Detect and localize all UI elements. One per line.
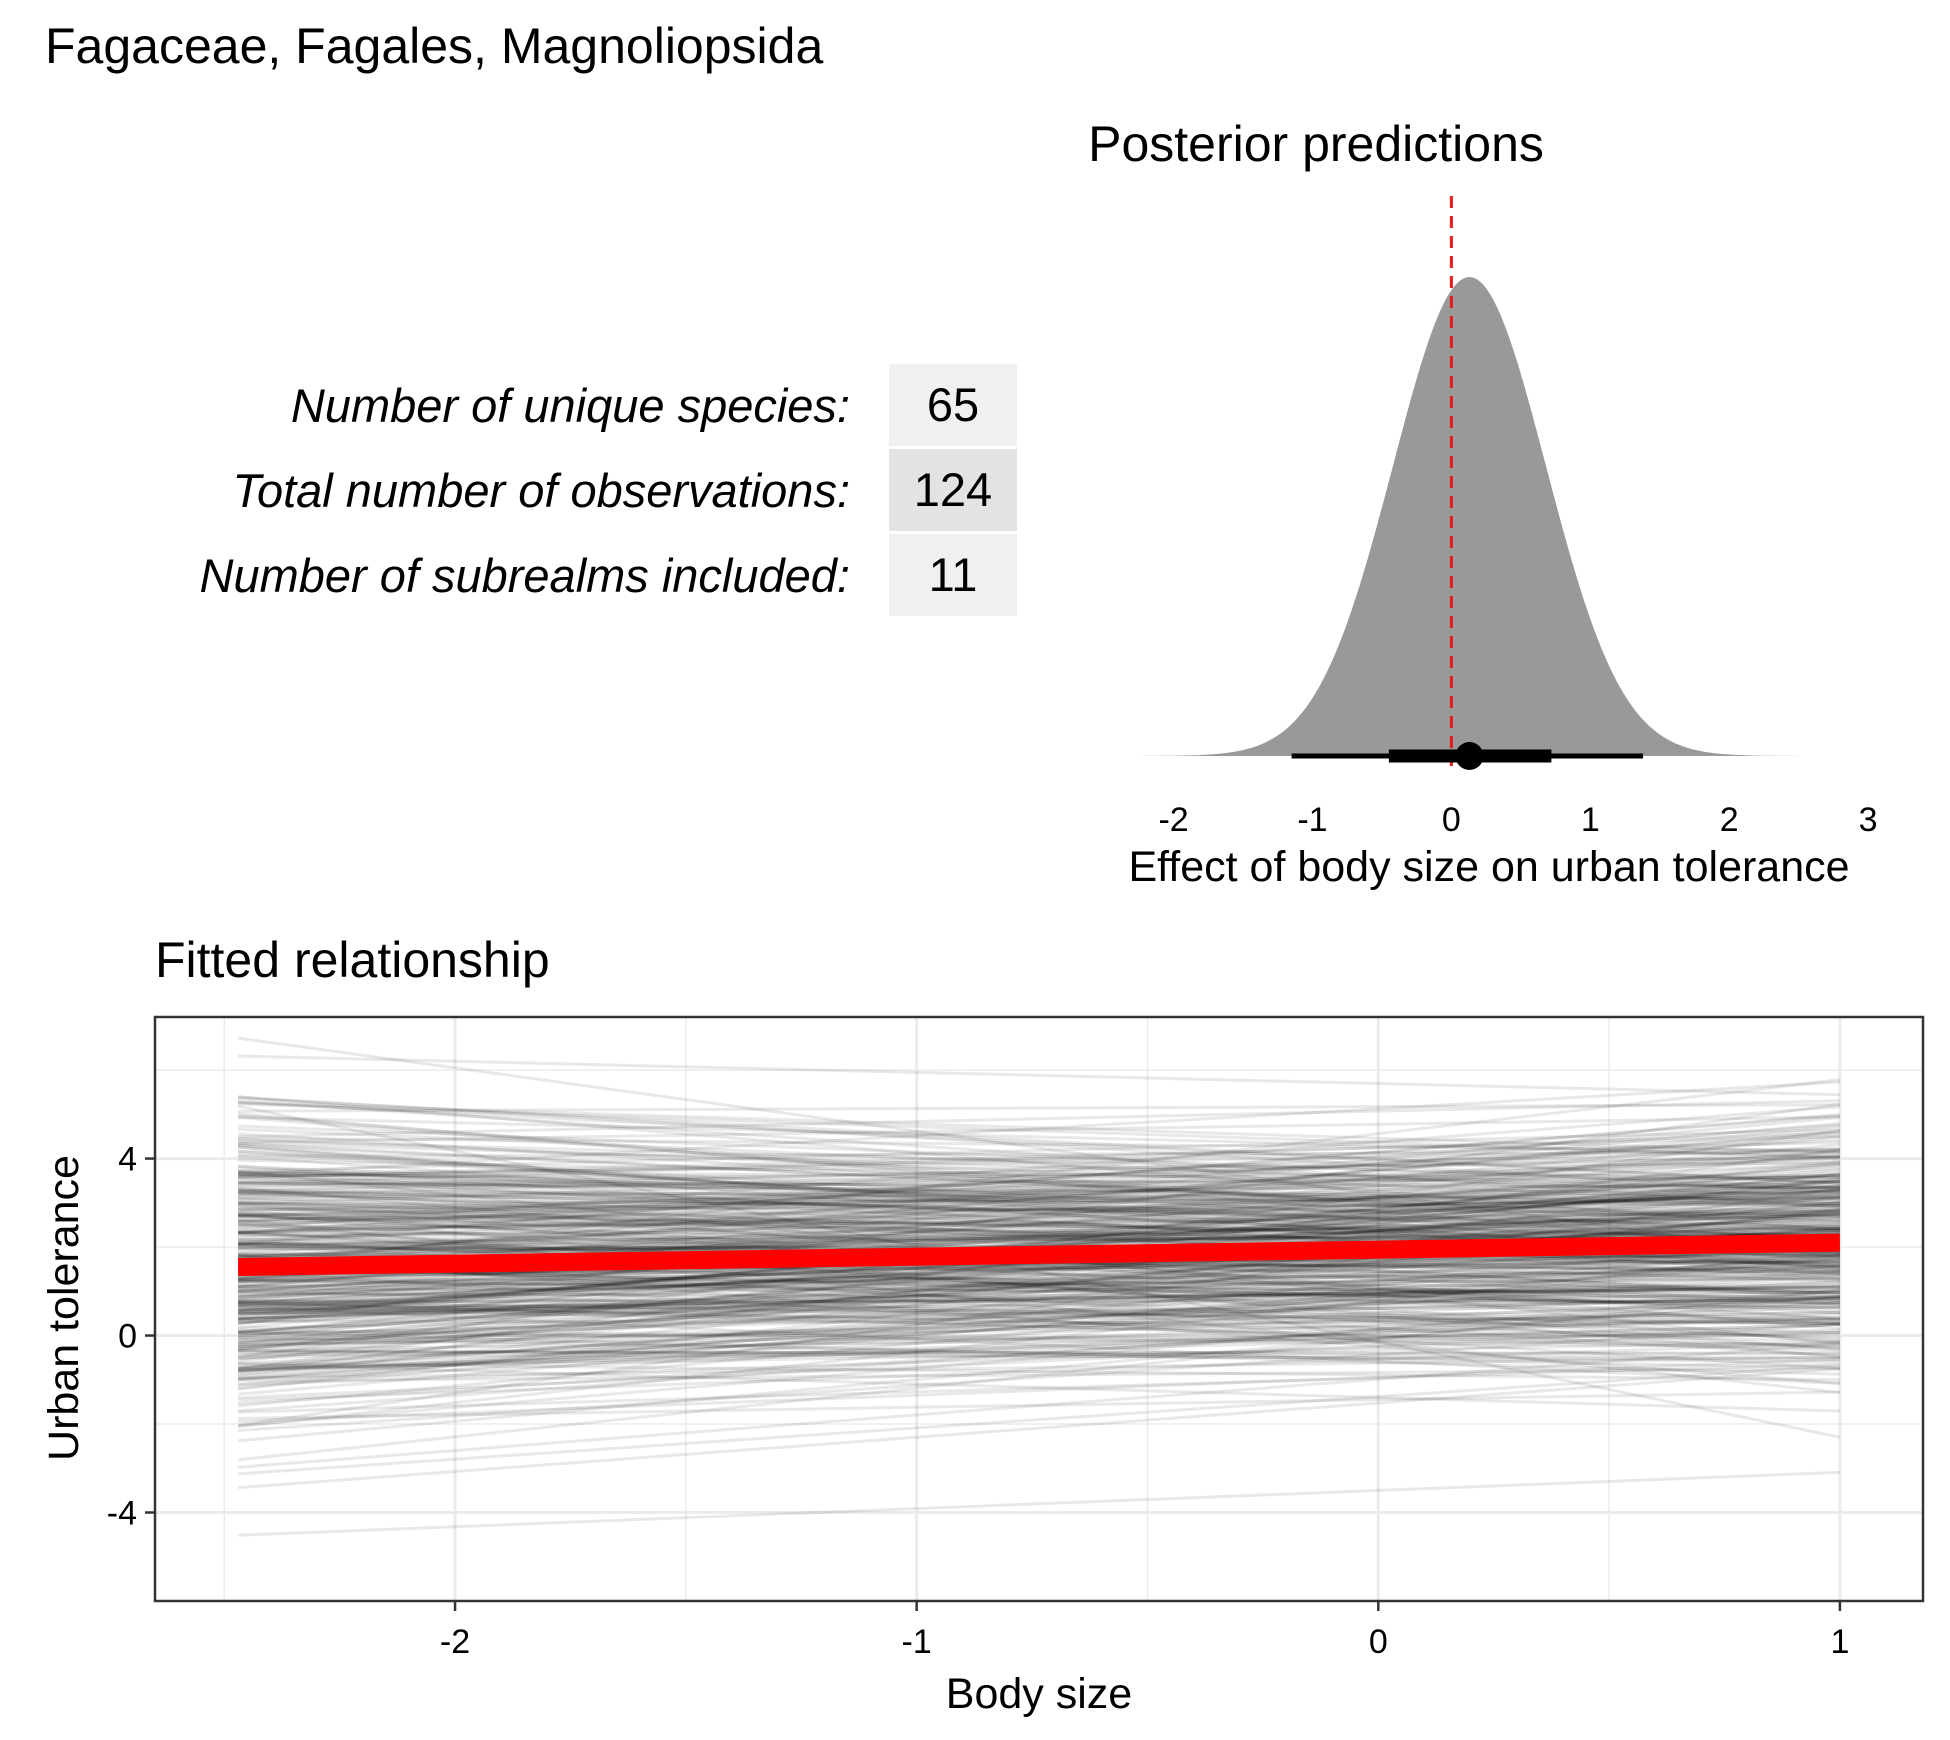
posterior-x-tick-label: 1	[1581, 801, 1600, 839]
fitted-y-tick-label: -4	[107, 1495, 137, 1533]
stats-value-species: 65	[889, 364, 1017, 446]
posterior-chart: Posterior predictions -2 -1 0 1 2 3 Effect of…	[1088, 116, 1877, 891]
fitted-panel-border	[153, 1015, 1925, 1603]
posterior-x-axis: -2 -1 0 1 2 3	[1158, 801, 1877, 839]
fitted-x-label: Body size	[946, 1670, 1132, 1718]
posterior-x-tick-label: 2	[1720, 801, 1739, 839]
posterior-x-tick-label: -1	[1297, 801, 1327, 839]
stats-label-subrealms: Number of subrealms included:	[199, 549, 850, 602]
fitted-y-axis: -4 0 4	[107, 1141, 155, 1533]
stats-label-species: Number of unique species:	[290, 379, 850, 432]
stats-value-observations: 124	[889, 449, 1017, 531]
fitted-title: Fitted relationship	[155, 932, 550, 988]
posterior-x-label: Effect of body size on urban tolerance	[1128, 843, 1849, 891]
density-area	[1124, 277, 1813, 756]
point-estimate-dot	[1455, 742, 1484, 770]
posterior-x-tick-label: -2	[1158, 801, 1188, 839]
stats-label-observations: Total number of observations:	[232, 464, 850, 517]
posterior-draw-lines	[237, 1036, 1841, 1537]
posterior-x-tick-label: 0	[1442, 801, 1461, 839]
stats-value-subrealms: 11	[889, 534, 1017, 616]
fitted-x-tick-label: -2	[440, 1623, 470, 1661]
figure-title: Fagaceae, Fagales, Magnoliopsida	[45, 18, 824, 74]
fitted-chart: Fitted relationship -2 -1 0 1 -4 0 4 Body siz…	[40, 932, 1925, 1718]
fitted-x-tick-label: 0	[1369, 1623, 1388, 1661]
fitted-y-tick-label: 0	[118, 1318, 137, 1356]
mean-fit-line	[237, 1233, 1841, 1276]
fitted-x-axis: -2 -1 0 1	[440, 1601, 1849, 1661]
fitted-x-tick-label: -1	[902, 1623, 932, 1661]
fitted-y-label: Urban tolerance	[40, 1155, 88, 1461]
fitted-x-tick-label: 1	[1830, 1623, 1849, 1661]
posterior-x-tick-label: 3	[1859, 801, 1878, 839]
posterior-title: Posterior predictions	[1088, 116, 1544, 172]
fitted-y-tick-label: 4	[118, 1141, 137, 1179]
